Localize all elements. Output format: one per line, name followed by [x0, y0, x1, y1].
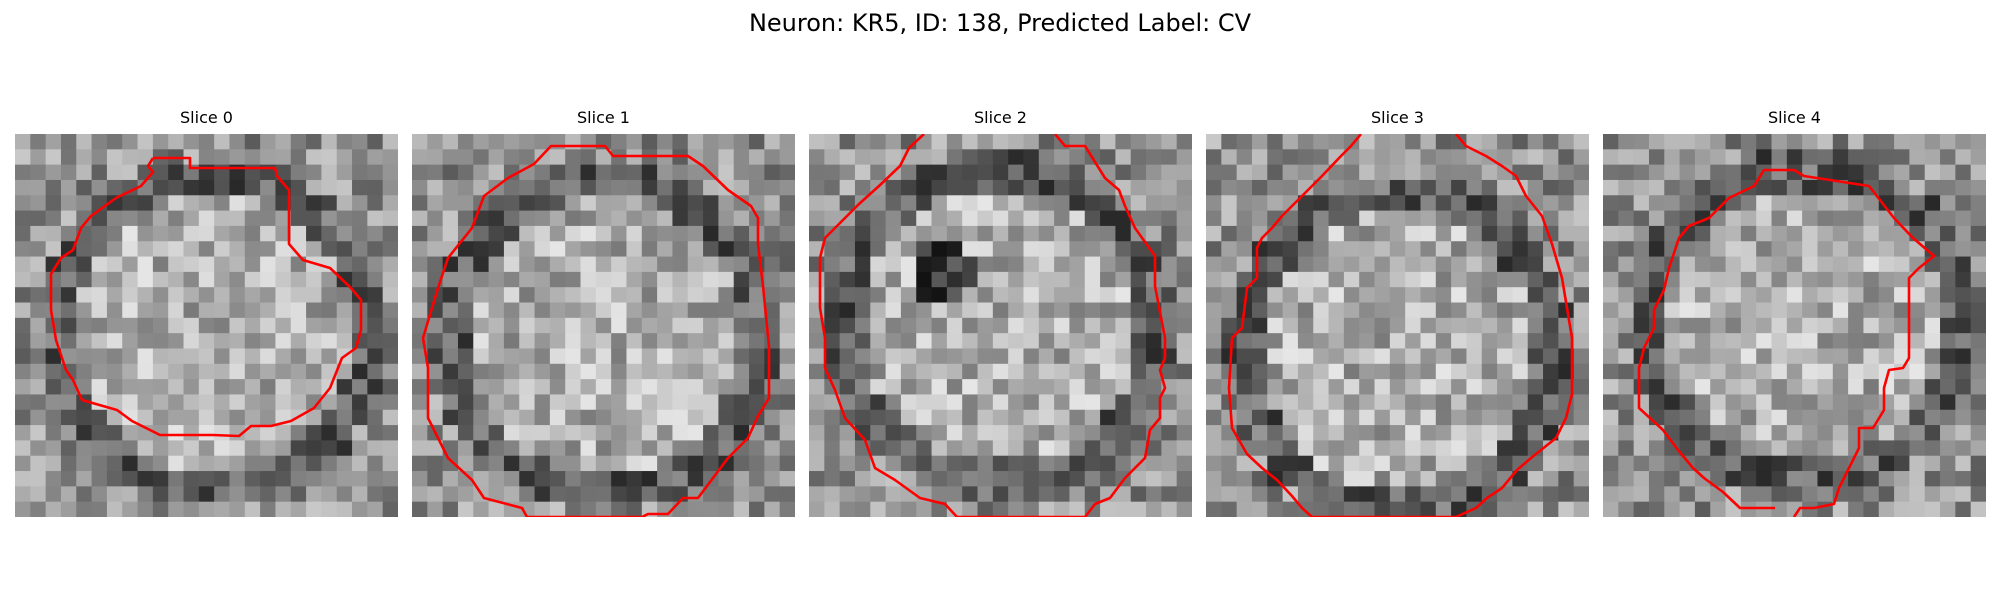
segmentation-outline-3 [1227, 134, 1574, 517]
segmentation-outline-2 [818, 134, 1167, 517]
slice-title-0: Slice 0 [180, 108, 233, 127]
slice-title-4: Slice 4 [1768, 108, 1821, 127]
segmentation-outline-1 [421, 144, 771, 517]
slice-image-4 [1603, 134, 1986, 517]
segmentation-outline-4 [1637, 168, 1936, 517]
slice-image-3 [1206, 134, 1589, 517]
slice-title-3: Slice 3 [1371, 108, 1424, 127]
figure-title: Neuron: KR5, ID: 138, Predicted Label: C… [748, 9, 1252, 37]
slice-image-1 [412, 134, 795, 517]
slice-image-0 [15, 134, 398, 517]
slice-title-2: Slice 2 [974, 108, 1027, 127]
slice-title-1: Slice 1 [577, 108, 630, 127]
slice-image-2 [809, 134, 1192, 517]
segmentation-outline-0 [49, 156, 363, 438]
